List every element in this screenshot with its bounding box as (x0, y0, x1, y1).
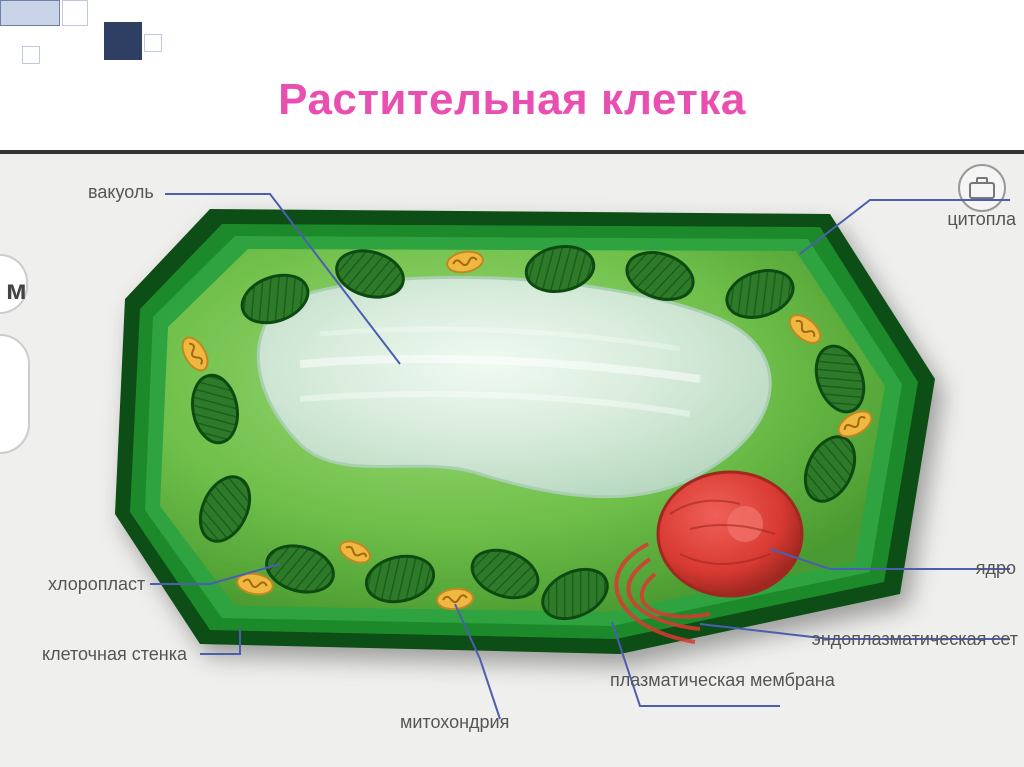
deco-sq (22, 46, 40, 64)
nucleus-shape (658, 472, 802, 596)
label-er: эндоплазматическая сет (812, 629, 1018, 650)
label-cell-wall: клеточная стенка (42, 644, 187, 665)
deco-sq (0, 0, 60, 26)
slide-title: Растительная клетка (0, 75, 1024, 125)
plant-cell-svg (0, 154, 1024, 767)
deco-sq (104, 22, 142, 60)
corner-decoration (0, 0, 200, 80)
label-cytoplasm: цитопла (947, 209, 1016, 230)
label-mitochondrion: митохондрия (400, 712, 509, 733)
cell-diagram: м (0, 154, 1024, 767)
deco-sq (144, 34, 162, 52)
deco-sq (62, 0, 88, 26)
title-text: Растительная клетка (278, 75, 746, 124)
label-vacuole: вакуоль (88, 182, 154, 203)
label-plasma-membrane: плазматическая мембрана (610, 670, 835, 691)
label-chloroplast: хлоропласт (48, 574, 145, 595)
label-nucleus: ядро (976, 558, 1016, 579)
